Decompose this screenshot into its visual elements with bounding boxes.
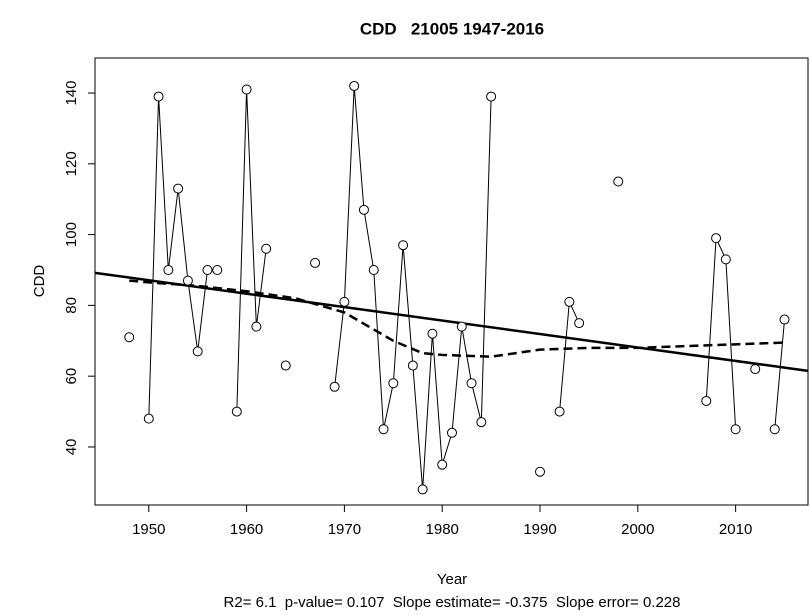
data-point — [349, 80, 360, 91]
data-point — [476, 417, 487, 428]
y-axis-label: CDD — [31, 265, 48, 298]
data-point — [358, 204, 369, 215]
smooth-line — [129, 279, 785, 358]
x-tick-label: 2010 — [719, 521, 752, 538]
data-point — [613, 176, 624, 187]
data-point — [720, 254, 731, 265]
data-point — [182, 275, 193, 286]
data-point — [339, 296, 350, 307]
plot-box — [94, 57, 809, 506]
data-point — [212, 264, 223, 275]
data-point — [701, 395, 712, 406]
data-point — [417, 484, 428, 495]
data-point — [730, 424, 741, 435]
data-point — [769, 424, 780, 435]
data-line — [774, 319, 786, 430]
data-point — [388, 378, 399, 389]
data-point — [173, 183, 184, 194]
data-point — [378, 424, 389, 435]
data-point — [779, 314, 790, 325]
data-point — [711, 233, 722, 244]
data-point — [564, 296, 575, 307]
data-point — [456, 321, 467, 332]
data-line — [334, 85, 492, 490]
x-axis-label: Year — [437, 571, 467, 588]
y-tick-label: 140 — [63, 81, 80, 106]
data-point — [427, 328, 438, 339]
data-line — [236, 89, 267, 412]
data-point — [466, 378, 477, 389]
data-point — [251, 321, 262, 332]
data-point — [163, 264, 174, 275]
data-point — [750, 364, 761, 375]
data-point — [368, 264, 379, 275]
data-point — [231, 406, 242, 417]
chart-title: CDD 21005 1947-2016 — [360, 19, 544, 38]
y-tick-label: 60 — [63, 368, 80, 385]
y-tick-label: 120 — [63, 151, 80, 176]
data-point — [398, 240, 409, 251]
data-point — [329, 381, 340, 392]
data-point — [554, 406, 565, 417]
data-point — [241, 84, 252, 95]
data-point — [153, 91, 164, 102]
data-point — [202, 264, 213, 275]
y-tick-label: 40 — [63, 439, 80, 456]
x-tick-label: 1950 — [132, 521, 165, 538]
data-point — [486, 91, 497, 102]
x-tick-label: 1970 — [328, 521, 361, 538]
data-point — [280, 360, 291, 371]
data-point — [574, 318, 585, 329]
y-tick-label: 80 — [63, 297, 80, 314]
data-line — [559, 299, 580, 412]
data-point — [446, 427, 457, 438]
x-tick-label: 1960 — [230, 521, 263, 538]
x-tick-label: 1980 — [426, 521, 459, 538]
data-point — [124, 332, 135, 343]
data-point — [261, 243, 272, 254]
data-point — [143, 413, 154, 424]
x-tick-label: 2000 — [621, 521, 654, 538]
data-point — [407, 360, 418, 371]
y-tick-label: 100 — [63, 222, 80, 247]
data-line — [148, 96, 218, 419]
x-tick-label: 1990 — [523, 521, 556, 538]
data-point — [192, 346, 203, 357]
data-line — [705, 237, 737, 430]
data-point — [437, 459, 448, 470]
subtitle: R2= 6.1 p-value= 0.107 Slope estimate= -… — [224, 594, 681, 611]
data-point — [310, 257, 321, 268]
data-point — [535, 466, 546, 477]
trend-line — [94, 271, 809, 373]
